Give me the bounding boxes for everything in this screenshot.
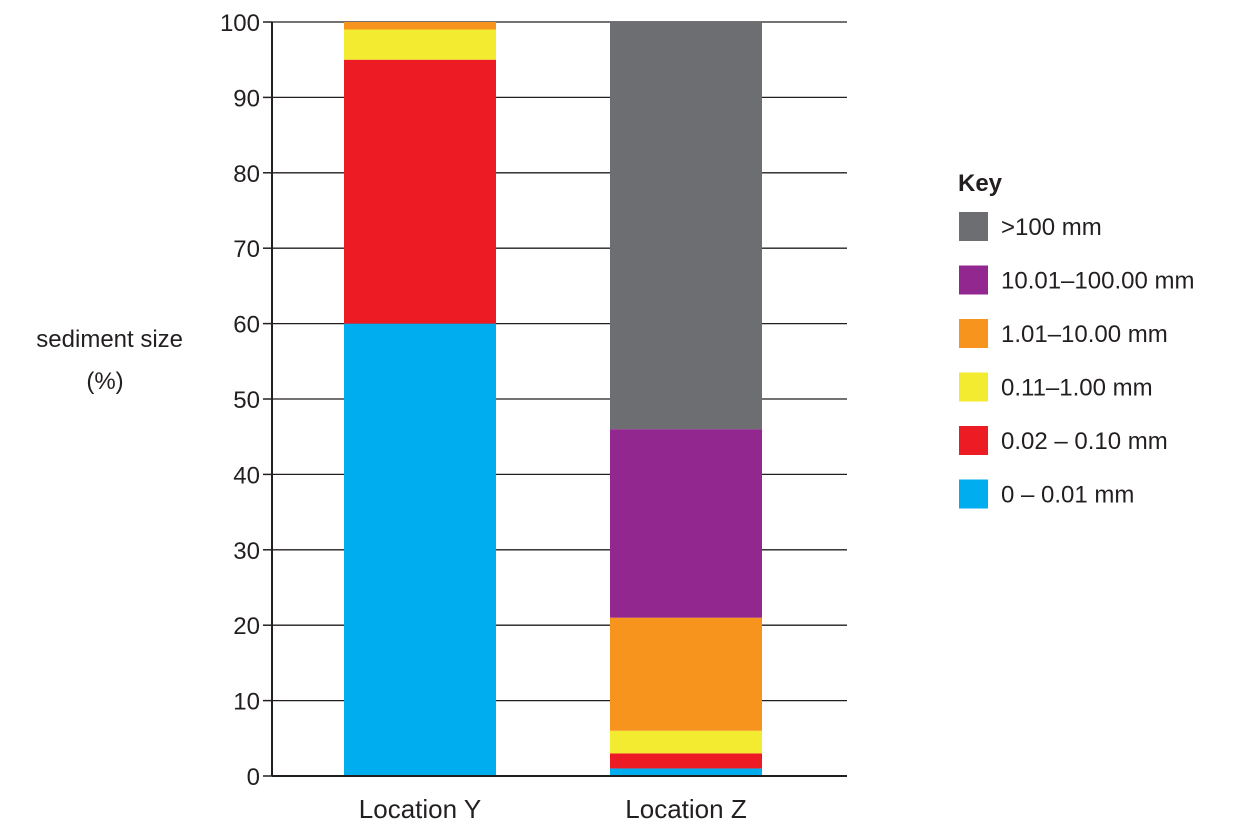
x-category-label: Location Z	[625, 794, 747, 824]
y-tick-label: 60	[233, 312, 260, 339]
legend-label: 0.02 – 0.10 mm	[1001, 428, 1168, 455]
bar-segment	[344, 323, 496, 776]
axes	[263, 21, 847, 777]
bar-segment	[344, 22, 496, 30]
legend-swatch	[959, 265, 988, 295]
y-tick-label: 50	[233, 387, 260, 414]
y-axis-label: sediment size (%)	[36, 326, 189, 395]
legend-label: 1.01–10.00 mm	[1001, 321, 1168, 348]
y-tick-label: 100	[220, 10, 260, 37]
legend-label: >100 mm	[1001, 214, 1102, 241]
y-tick-label: 70	[233, 236, 260, 263]
legend: Key >100 mm 10.01–100.00 mm 1.01–10.00 mm 0…	[958, 170, 1194, 509]
y-tick-label: 40	[233, 462, 260, 489]
legend-swatch	[959, 212, 988, 241]
bar-segment	[344, 29, 496, 60]
legend-label: 0 – 0.01 mm	[1001, 482, 1134, 509]
legend-label: 0.11–1.00 mm	[1001, 375, 1153, 402]
y-tick-label: 90	[233, 85, 260, 112]
y-tick-label: 20	[233, 613, 260, 640]
y-tick-labels: 0 10 20 30 40 50 60 70 80 90 100	[220, 10, 260, 791]
legend-swatch	[959, 372, 988, 402]
y-tick-label: 0	[247, 764, 260, 791]
y-axis-label-line-1: sediment size	[36, 326, 183, 353]
legend-swatch	[959, 479, 988, 509]
y-tick-label: 80	[233, 161, 260, 188]
bars	[344, 22, 762, 776]
bar-segment	[610, 753, 762, 769]
legend-swatch	[959, 319, 988, 348]
x-category-label: Location Y	[359, 794, 481, 824]
bar-segment	[344, 59, 496, 324]
y-tick-label: 30	[233, 538, 260, 565]
y-tick-label: 10	[233, 689, 260, 716]
bar-segment	[610, 617, 762, 731]
legend-title: Key	[958, 170, 1003, 197]
bar-segment	[610, 730, 762, 754]
bar-segment	[610, 22, 762, 430]
x-category-labels: Location Y Location Z	[359, 794, 747, 824]
y-axis-label-line-2: (%)	[86, 368, 123, 395]
legend-label: 10.01–100.00 mm	[1001, 268, 1194, 295]
legend-swatch	[959, 426, 988, 455]
bar-segment	[610, 768, 762, 776]
bar-segment	[610, 429, 762, 618]
